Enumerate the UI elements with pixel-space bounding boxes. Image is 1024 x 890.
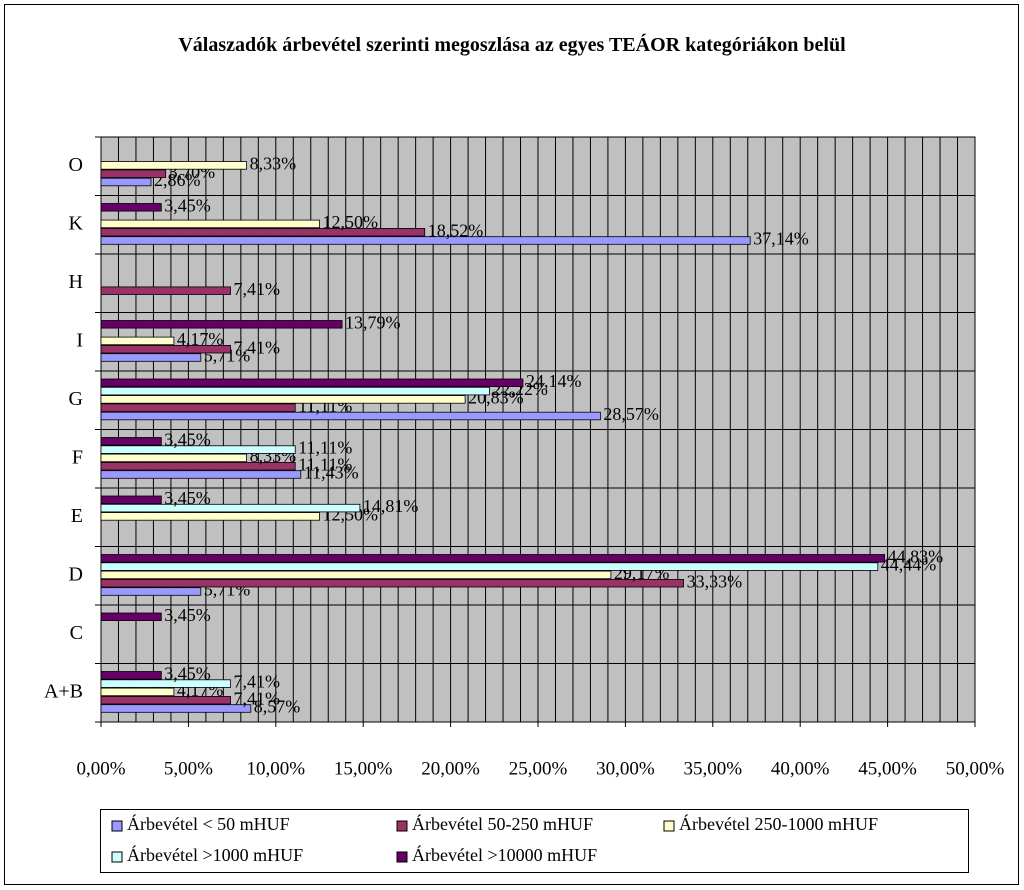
bar	[100, 671, 162, 680]
bar	[100, 219, 320, 229]
data-label: 7,41%	[234, 279, 281, 299]
legend-box	[100, 809, 969, 873]
bar	[100, 461, 296, 471]
y-tick-label: G	[69, 388, 83, 410]
bar	[100, 503, 361, 513]
bar	[100, 453, 248, 463]
x-tick-label: 40,00%	[771, 758, 830, 779]
bar	[100, 411, 601, 421]
x-tick-label: 45,00%	[858, 758, 917, 779]
data-label: 13,79%	[345, 312, 401, 332]
bar	[100, 696, 231, 705]
bar	[100, 336, 175, 346]
bar	[100, 704, 252, 713]
y-tick-label: O	[69, 154, 83, 176]
y-tick-label: D	[69, 563, 83, 585]
data-label: 8,57%	[254, 697, 300, 717]
bar	[100, 203, 162, 212]
bar	[100, 344, 231, 354]
legend-label: Árbevétel >10000 mHUF	[412, 844, 597, 865]
x-tick-label: 35,00%	[684, 758, 743, 779]
y-tick-label: A+B	[44, 680, 83, 702]
bar	[100, 320, 343, 329]
bar	[100, 403, 296, 412]
chart-title: Válaszadók árbevétel szerinti megoszlása…	[178, 34, 846, 56]
data-label: 11,11%	[298, 438, 352, 458]
x-tick-label: 20,00%	[421, 758, 480, 779]
legend-swatch	[663, 820, 675, 832]
data-label: 44,44%	[881, 555, 937, 575]
data-label: 7,41%	[234, 672, 281, 692]
bar	[100, 512, 320, 521]
legend-swatch	[111, 820, 123, 832]
bar	[100, 286, 231, 295]
data-label: 37,14%	[753, 229, 809, 249]
x-tick-label: 25,00%	[509, 758, 568, 779]
data-label: 33,33%	[687, 571, 743, 591]
x-tick-label: 15,00%	[334, 758, 393, 779]
bar	[100, 587, 202, 596]
x-tick-label: 5,00%	[164, 758, 213, 779]
bar	[100, 386, 490, 396]
y-tick-label: H	[69, 271, 83, 293]
data-label: 24,14%	[526, 371, 582, 391]
data-label: 3,45%	[164, 488, 211, 508]
y-tick-label: E	[71, 505, 83, 527]
data-label: 4,17%	[177, 329, 224, 349]
bar	[100, 445, 296, 454]
bar	[100, 470, 302, 479]
legend-swatch	[396, 820, 408, 832]
y-tick-label: K	[69, 212, 84, 234]
legend-swatch	[111, 851, 123, 863]
bar	[100, 437, 162, 446]
y-tick-label: F	[72, 446, 83, 468]
x-tick-label: 50,00%	[946, 758, 1005, 779]
data-label: 14,81%	[363, 496, 419, 516]
data-label: 7,41%	[234, 688, 281, 708]
legend-swatch	[396, 851, 408, 863]
data-label: 11,43%	[304, 463, 359, 483]
bar	[100, 353, 202, 362]
bar	[100, 236, 751, 245]
x-tick-label: 0,00%	[76, 758, 125, 779]
bar	[100, 687, 175, 697]
bar	[100, 562, 879, 571]
bar	[100, 612, 162, 621]
data-label: 18,52%	[428, 220, 484, 240]
bar	[100, 227, 426, 237]
x-tick-label: 10,00%	[247, 758, 306, 779]
data-label: 3,45%	[164, 605, 211, 625]
bar	[100, 570, 612, 580]
bar	[100, 679, 231, 688]
legend-label: Árbevétel < 50 mHUF	[127, 813, 290, 834]
y-tick-label: C	[70, 622, 83, 644]
legend-label: Árbevétel 50-250 mHUF	[412, 813, 593, 834]
bar	[100, 161, 248, 170]
legend-label: Árbevétel 250-1000 mHUF	[679, 813, 878, 834]
bar	[100, 177, 152, 187]
data-label: 3,45%	[164, 663, 211, 683]
x-tick-label: 30,00%	[596, 758, 655, 779]
bar	[100, 495, 162, 504]
data-label: 3,45%	[164, 429, 211, 449]
data-label: 3,45%	[164, 195, 211, 215]
data-label: 44,83%	[888, 546, 944, 566]
data-label: 12,50%	[323, 212, 379, 232]
data-label: 7,41%	[234, 337, 281, 357]
data-label: 28,57%	[603, 404, 659, 424]
data-label: 11,11%	[298, 454, 352, 474]
bar	[100, 579, 685, 588]
bar	[100, 378, 524, 387]
data-label: 8,33%	[250, 154, 297, 174]
bar	[100, 395, 466, 404]
y-tick-label: I	[76, 329, 83, 351]
bar	[100, 554, 886, 563]
legend-label: Árbevétel >1000 mHUF	[127, 844, 303, 865]
bar	[100, 169, 167, 178]
